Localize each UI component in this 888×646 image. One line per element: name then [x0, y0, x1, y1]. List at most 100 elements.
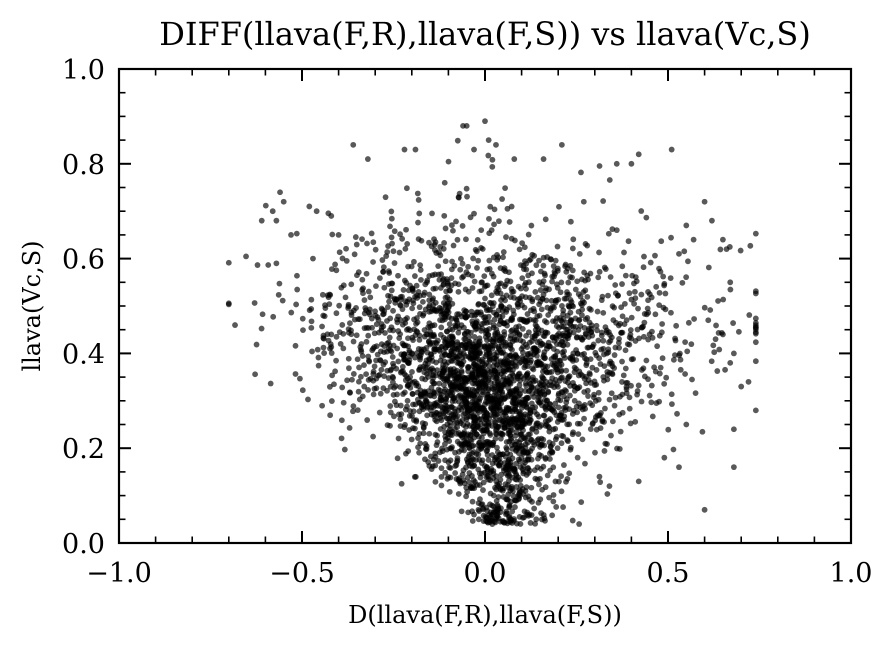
scatter-point [372, 246, 379, 253]
ticks-layer [118, 68, 852, 544]
scatter-point [419, 349, 425, 356]
scatter-point [730, 320, 736, 326]
scatter-point [616, 411, 623, 418]
scatter-point [420, 430, 427, 437]
scatter-point [484, 447, 491, 454]
scatter-point [441, 352, 448, 358]
scatter-point [715, 298, 721, 304]
scatter-point [475, 257, 482, 264]
scatter-point [607, 358, 614, 365]
scatter-point [406, 413, 413, 419]
scatter-point [402, 342, 409, 349]
scatter-point [370, 433, 376, 440]
scatter-point [373, 321, 380, 328]
scatter-point [436, 276, 443, 283]
scatter-point [492, 355, 498, 361]
scatter-point [349, 376, 355, 383]
scatter-point [463, 423, 469, 430]
scatter-point [555, 396, 562, 403]
scatter-point [537, 287, 544, 293]
scatter-point [672, 337, 679, 344]
scatter-point [458, 255, 464, 262]
scatter-point [738, 383, 745, 390]
scatter-point [445, 158, 452, 165]
scatter-point [429, 372, 436, 379]
scatter-point [486, 326, 493, 332]
scatter-point [502, 185, 508, 192]
scatter-point [701, 304, 708, 311]
scatter-point [470, 423, 476, 430]
scatter-point [752, 320, 759, 326]
scatter-point [656, 289, 663, 296]
scatter-point [376, 329, 382, 336]
scatter-point [350, 408, 356, 415]
scatter-point [333, 357, 339, 364]
scatter-point [395, 435, 402, 442]
scatter-point [510, 400, 516, 407]
scatter-point [370, 259, 376, 265]
scatter-point [475, 301, 482, 308]
scatter-point [609, 418, 616, 425]
scatter-point [619, 313, 626, 320]
scatter-point [494, 513, 501, 520]
scatter-point [412, 146, 419, 153]
scatter-point [269, 208, 276, 215]
scatter-point [348, 281, 355, 288]
scatter-point [339, 322, 346, 328]
scatter-point [474, 405, 481, 412]
scatter-point [384, 422, 391, 428]
scatter-point [660, 273, 667, 280]
scatter-point [259, 311, 266, 318]
scatter-point [556, 412, 563, 419]
scatter-point [421, 388, 428, 395]
scatter-point [525, 493, 532, 500]
scatter-point [596, 268, 603, 275]
scatter-point [499, 196, 505, 202]
scatter-point [347, 389, 353, 396]
scatter-point [455, 491, 462, 497]
scatter-point [258, 325, 265, 332]
scatter-point [503, 342, 510, 348]
scatter-point [331, 381, 337, 388]
scatter-point [531, 441, 538, 448]
scatter-point [470, 255, 477, 262]
scatter-point [619, 379, 625, 385]
scatter-point [352, 234, 359, 240]
scatter-point [459, 260, 466, 267]
scatter-point [326, 301, 333, 308]
scatter-point [373, 283, 379, 290]
scatter-point [564, 289, 570, 295]
scatter-point [501, 328, 508, 335]
scatter-point [701, 198, 708, 205]
scatter-point [561, 405, 567, 411]
scatter-point [512, 432, 519, 439]
scatter-point [453, 462, 460, 469]
scatter-point [503, 444, 510, 451]
scatter-point [327, 412, 334, 419]
scatter-point [673, 322, 680, 329]
scatter-point [435, 271, 442, 278]
scatter-point [627, 331, 634, 338]
scatter-point [585, 334, 592, 340]
scatter-point [580, 198, 587, 205]
scatter-point [308, 318, 315, 325]
scatter-point [552, 299, 559, 306]
scatter-point [508, 517, 515, 523]
y-tick-label: 0.4 [62, 339, 105, 370]
scatter-point [472, 400, 479, 407]
scatter-point [483, 399, 489, 405]
scatter-point [644, 305, 651, 312]
scatter-point [570, 303, 576, 310]
scatter-point [409, 379, 416, 386]
scatter-point [558, 317, 564, 324]
scatter-point [348, 312, 355, 318]
scatter-point [534, 464, 541, 471]
scatter-point [523, 472, 530, 478]
scatter-point [462, 380, 469, 386]
scatter-point [398, 480, 405, 487]
scatter-point [720, 296, 727, 303]
scatter-point [490, 492, 497, 499]
scatter-point [490, 468, 497, 474]
scatter-point [477, 309, 484, 316]
scatter-point [446, 334, 453, 340]
